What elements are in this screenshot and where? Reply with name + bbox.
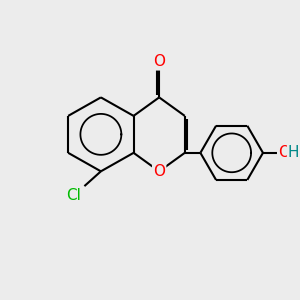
Text: O: O <box>278 145 290 160</box>
Text: O: O <box>153 54 165 69</box>
Text: Cl: Cl <box>66 188 81 203</box>
Text: O: O <box>153 164 165 179</box>
Text: H: H <box>288 145 299 160</box>
